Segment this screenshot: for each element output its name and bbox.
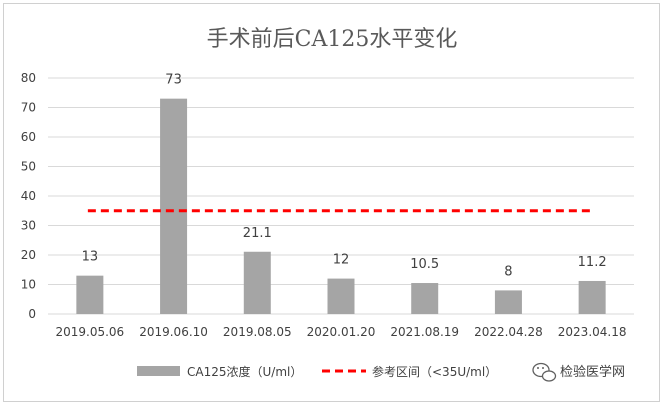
y-tick-label: 20 xyxy=(21,248,36,262)
legend-label-bars: CA125浓度（U/ml） xyxy=(187,364,302,379)
bar-2020.01.20 xyxy=(327,278,355,314)
bar-2019.06.10 xyxy=(160,98,188,315)
bar-series xyxy=(76,98,606,315)
chart-frame xyxy=(3,3,660,402)
y-tick-label: 50 xyxy=(21,160,36,174)
data-labels: 13 73 21.1 12 10.5 8 11.2 xyxy=(82,73,607,280)
chart-title: 手术前后CA125水平变化 xyxy=(207,27,458,52)
bar-2023.04.18 xyxy=(578,280,606,314)
data-label: 73 xyxy=(165,73,182,88)
wechat-icon xyxy=(532,362,557,382)
bar-2019.08.05 xyxy=(243,251,271,314)
y-tick-label: 40 xyxy=(21,189,36,203)
bar-2021.08.19 xyxy=(411,283,439,314)
data-label: 21.1 xyxy=(243,226,272,241)
grid-lines xyxy=(48,77,634,315)
x-tick-label: 2022.04.28 xyxy=(474,325,543,339)
y-axis-ticks: 0 10 20 30 40 50 60 70 80 xyxy=(21,71,36,321)
data-label: 12 xyxy=(333,253,350,268)
data-label: 11.2 xyxy=(578,255,607,270)
y-tick-label: 0 xyxy=(28,307,36,321)
y-tick-label: 30 xyxy=(21,219,36,233)
y-tick-label: 60 xyxy=(21,130,36,144)
watermark: 检验医学网 xyxy=(532,362,625,382)
data-label: 8 xyxy=(504,264,512,279)
y-tick-label: 80 xyxy=(21,71,36,85)
watermark-text: 检验医学网 xyxy=(560,364,625,380)
x-tick-label: 2019.06.10 xyxy=(139,325,208,339)
x-tick-label: 2019.05.06 xyxy=(55,325,124,339)
bar-2022.04.28 xyxy=(494,290,522,314)
x-tick-label: 2020.01.20 xyxy=(307,325,376,339)
x-tick-label: 2019.08.05 xyxy=(223,325,292,339)
legend: CA125浓度（U/ml） 参考区间（<35U/ml） xyxy=(137,364,497,379)
x-tick-label: 2023.04.18 xyxy=(558,325,627,339)
bar-2019.05.06 xyxy=(76,275,104,314)
y-tick-label: 70 xyxy=(21,101,36,115)
data-label: 10.5 xyxy=(410,257,439,272)
x-tick-label: 2021.08.19 xyxy=(390,325,459,339)
y-tick-label: 10 xyxy=(21,278,36,292)
x-axis-ticks: 2019.05.06 2019.06.10 2019.08.05 2020.01.20… xyxy=(55,325,626,339)
legend-label-reference: 参考区间（<35U/ml） xyxy=(372,364,497,379)
data-label: 13 xyxy=(82,250,99,265)
legend-swatch-bars xyxy=(137,366,180,376)
